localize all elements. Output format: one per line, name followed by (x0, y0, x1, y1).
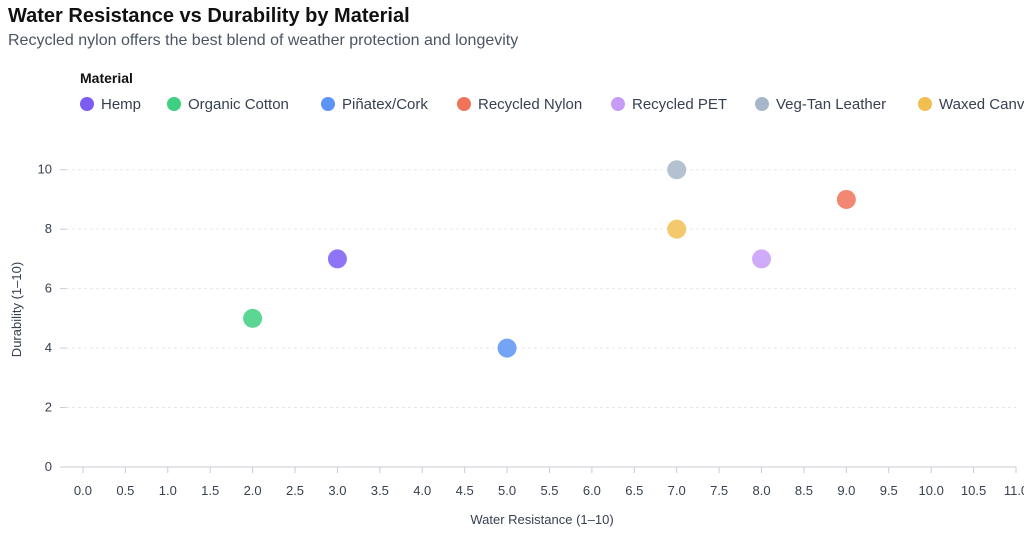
data-point-recycled-pet (752, 249, 772, 269)
legend-label: Waxed Canvas (939, 95, 1024, 113)
x-axis-label: Water Resistance (1–10) (470, 512, 613, 527)
y-axis-label: Durability (1–10) (9, 262, 24, 357)
legend-marker (457, 97, 471, 111)
x-tick-label: 9.5 (880, 483, 898, 498)
y-tick-label: 4 (45, 340, 52, 355)
x-tick-label: 0.0 (74, 483, 92, 498)
legend-label: Recycled PET (632, 95, 728, 113)
x-tick-label: 5.0 (498, 483, 516, 498)
legend-item[interactable]: Piñatex/Cork (321, 94, 428, 114)
x-tick-label: 6.5 (625, 483, 643, 498)
x-tick-label: 1.0 (159, 483, 177, 498)
legend-item[interactable]: Recycled Nylon (457, 94, 582, 114)
legend: Hemp Organic Cotton Piñatex/Cork Recycled N… (80, 94, 1024, 114)
x-tick-label: 4.0 (413, 483, 431, 498)
x-tick-label: 5.5 (540, 483, 558, 498)
legend-label: Recycled Nylon (478, 95, 583, 113)
data-point-pi-atex-cork (497, 338, 517, 358)
legend-item[interactable]: Organic Cotton (167, 94, 289, 114)
x-tick-label: 2.5 (286, 483, 304, 498)
data-point-waxed-canvas (667, 219, 687, 239)
x-tick-label: 8.0 (752, 483, 770, 498)
x-tick-label: 4.5 (456, 483, 474, 498)
legend-marker (755, 97, 769, 111)
chart-title: Water Resistance vs Durability by Materi… (8, 5, 410, 27)
x-tick-label: 3.0 (328, 483, 346, 498)
x-tick-label: 8.5 (795, 483, 813, 498)
legend-marker (611, 97, 625, 111)
data-point-hemp (327, 249, 347, 269)
y-tick-label: 6 (45, 281, 52, 296)
legend-marker (321, 97, 335, 111)
data-point-recycled-nylon (836, 189, 856, 209)
data-point-veg-tan-leather (667, 160, 687, 180)
x-tick-label: 1.5 (201, 483, 219, 498)
x-tick-label: 9.0 (837, 483, 855, 498)
legend-marker (918, 97, 932, 111)
y-tick-label: 0 (45, 459, 52, 474)
y-tick-label: 2 (45, 400, 52, 415)
x-tick-label: 3.5 (371, 483, 389, 498)
legend-item[interactable]: Waxed Canvas (918, 94, 1024, 114)
y-tick-label: 10 (38, 162, 52, 177)
legend-marker (167, 97, 181, 111)
legend-label: Piñatex/Cork (342, 95, 428, 113)
x-tick-label: 7.0 (668, 483, 686, 498)
x-tick-label: 7.5 (710, 483, 728, 498)
y-tick-label: 8 (45, 221, 52, 236)
x-tick-label: 11.0 (1004, 483, 1024, 498)
x-tick-label: 10.0 (919, 483, 944, 498)
x-tick-label: 0.5 (116, 483, 134, 498)
legend-item[interactable]: Hemp (80, 94, 141, 114)
legend-label: Hemp (101, 95, 142, 113)
legend-item[interactable]: Recycled PET (611, 94, 727, 114)
x-tick-label: 6.0 (583, 483, 601, 498)
chart-subtitle: Recycled nylon offers the best blend of … (8, 32, 519, 49)
x-tick-label: 10.5 (961, 483, 986, 498)
legend-label: Veg-Tan Leather (776, 95, 887, 113)
legend-label: Organic Cotton (188, 95, 289, 113)
legend-title: Material (80, 70, 133, 86)
legend-item[interactable]: Veg-Tan Leather (755, 94, 886, 114)
x-tick-label: 2.0 (244, 483, 262, 498)
data-point-organic-cotton (243, 308, 263, 328)
legend-marker (80, 97, 94, 111)
